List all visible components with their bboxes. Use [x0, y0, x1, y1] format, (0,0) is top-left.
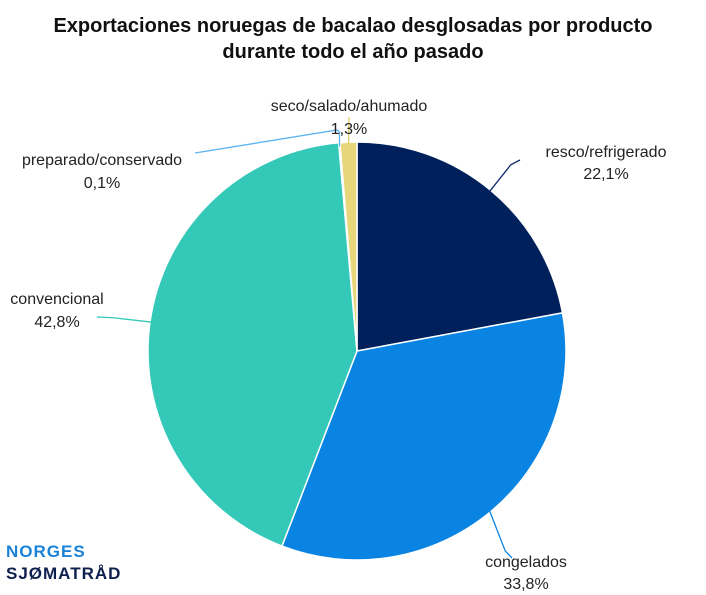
- leader-line-congelados: [488, 509, 513, 559]
- slice-value-label: 22,1%: [583, 166, 628, 183]
- pie-slices: [147, 141, 567, 561]
- logo-line-2: SJØMATRÅD: [6, 564, 122, 583]
- slice-name-label: congelados: [485, 554, 567, 571]
- slice-name-label: preparado/conservado: [22, 152, 182, 169]
- leader-line-preparado-conservado: [194, 129, 341, 154]
- norges-sjomatrad-logo: NORGES SJØMATRÅD: [6, 541, 121, 585]
- leader-line-resco-refrigerado: [488, 159, 521, 193]
- chart-title-line-2: durante todo el año pasado: [222, 41, 483, 63]
- slice-name-label: seco/salado/ahumado: [271, 98, 428, 115]
- chart-title-line-1: Exportaciones noruegas de bacalao desglo…: [53, 15, 652, 37]
- slice-value-label: 33,8%: [503, 576, 548, 593]
- slice-name-label: convencional: [10, 291, 103, 308]
- slice-labels: resco/refrigerado 22,1% congelados 33,8% con…: [10, 98, 666, 593]
- slice-value-label: 1,3%: [331, 121, 367, 138]
- slice-name-label: resco/refrigerado: [546, 144, 667, 161]
- slice-value-label: 42,8%: [34, 314, 79, 331]
- logo-line-1: NORGES: [6, 542, 86, 561]
- leader-line-convencional: [96, 316, 153, 323]
- slice-value-label: 0,1%: [84, 175, 120, 192]
- leader-lines: [96, 116, 521, 559]
